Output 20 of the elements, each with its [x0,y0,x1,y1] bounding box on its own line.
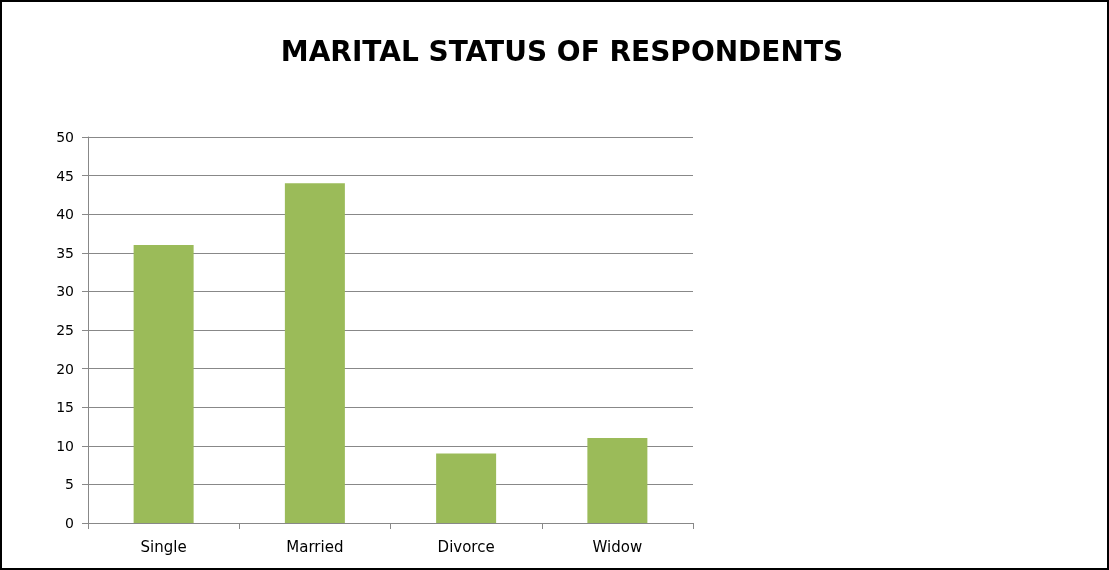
y-tick-label: 40 [56,206,74,223]
x-tick-label: Married [286,537,344,556]
bar [587,438,648,523]
y-tick-label: 10 [56,437,74,454]
y-tick-label: 25 [56,322,74,338]
y-tick-label: 15 [56,399,74,416]
y-tick-label: 0 [65,515,74,531]
chart-title: MARITAL STATUS OF RESPONDENTS [280,34,844,68]
x-tick-label: Widow [592,537,643,556]
bar [284,183,345,523]
bar [436,453,497,523]
y-tick-label: 5 [65,476,74,493]
y-tick-label: 30 [56,283,74,300]
x-tick-label: Divorce [437,537,495,556]
bar [133,245,194,523]
x-tick-label: Single [140,537,187,556]
y-tick-label: 35 [56,244,74,261]
y-tick-label: 50 [56,129,74,145]
y-tick-label: 20 [56,360,74,377]
y-tick-label: 45 [56,167,74,184]
